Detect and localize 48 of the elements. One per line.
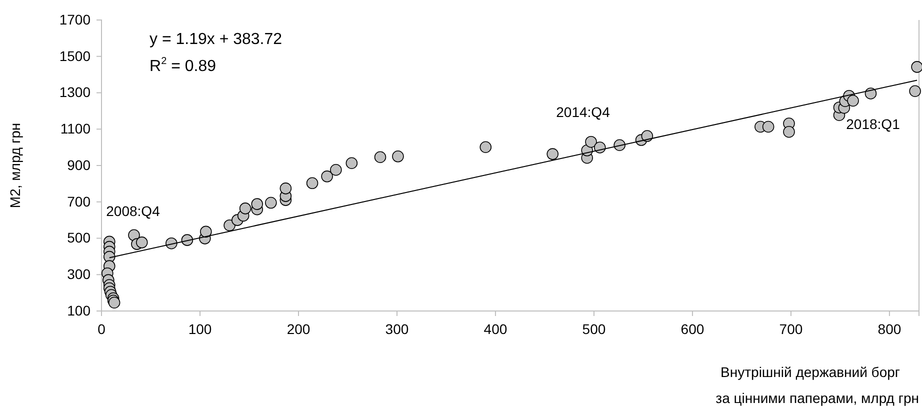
point bbox=[641, 130, 654, 142]
point bbox=[911, 61, 922, 73]
point bbox=[847, 94, 859, 107]
annotation: 2018:Q1 bbox=[846, 116, 900, 132]
point bbox=[251, 198, 264, 210]
annotation: 2014:Q4 bbox=[556, 104, 610, 120]
x-tick-label: 200 bbox=[286, 320, 310, 337]
annotation: y = 1.19x + 383.72 bbox=[150, 31, 282, 48]
point bbox=[374, 151, 386, 164]
y-tick-label: 100 bbox=[67, 302, 91, 318]
point bbox=[224, 219, 236, 232]
point bbox=[346, 157, 358, 170]
x-tick-label: 0 bbox=[98, 320, 106, 337]
x-tick-label: 300 bbox=[385, 320, 409, 337]
annotation: R$^{2}$ = 0.89 bbox=[150, 56, 216, 76]
x-axis-title: Внутрішній державний борг за цінними паперами, млрд грн bbox=[716, 364, 919, 406]
y-tick-label: 500 bbox=[67, 230, 91, 246]
point bbox=[321, 170, 333, 182]
point bbox=[909, 85, 921, 97]
y-tick-label: 1700 bbox=[59, 11, 91, 28]
point bbox=[546, 148, 558, 160]
y-axis-title: M2, млрд грн bbox=[7, 122, 23, 208]
point bbox=[392, 150, 404, 162]
point bbox=[480, 141, 492, 154]
y-tick-label: 1500 bbox=[59, 48, 91, 64]
point bbox=[864, 88, 877, 100]
point bbox=[585, 136, 597, 148]
point bbox=[783, 126, 795, 138]
x-tick-label: 400 bbox=[484, 320, 508, 337]
y-tick-label: 300 bbox=[67, 266, 91, 282]
point bbox=[200, 226, 212, 238]
point bbox=[136, 236, 148, 248]
y-tick-label: 700 bbox=[67, 193, 91, 210]
x-tick-label: 600 bbox=[680, 320, 704, 337]
point bbox=[280, 182, 292, 194]
y-tick-label: 1100 bbox=[60, 120, 91, 137]
point bbox=[330, 164, 342, 176]
x-tick-label: 100 bbox=[188, 320, 212, 337]
point bbox=[306, 177, 318, 190]
x-tick-label: 700 bbox=[779, 320, 803, 337]
x-tick-label: 500 bbox=[582, 320, 606, 337]
x-tick-label: 800 bbox=[878, 320, 902, 337]
y-tick-label: 1300 bbox=[59, 84, 91, 100]
point bbox=[265, 196, 277, 209]
point bbox=[239, 202, 252, 214]
point bbox=[762, 120, 774, 133]
annotation: 2008:Q4 bbox=[106, 202, 160, 219]
y-tick-label: 900 bbox=[67, 156, 91, 173]
